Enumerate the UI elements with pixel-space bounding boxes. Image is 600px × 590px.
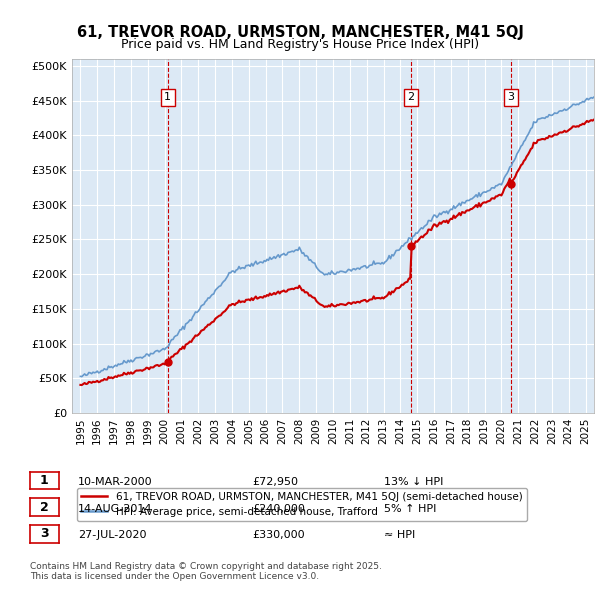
Text: 3: 3: [40, 527, 49, 540]
Text: ≈ HPI: ≈ HPI: [384, 530, 415, 540]
Text: £330,000: £330,000: [252, 530, 305, 540]
Text: 2: 2: [40, 500, 49, 514]
Text: 2: 2: [407, 92, 415, 102]
Text: 3: 3: [508, 92, 514, 102]
Legend: 61, TREVOR ROAD, URMSTON, MANCHESTER, M41 5QJ (semi-detached house), HPI: Averag: 61, TREVOR ROAD, URMSTON, MANCHESTER, M4…: [77, 487, 527, 521]
Text: 1: 1: [164, 92, 172, 102]
Text: 14-AUG-2014: 14-AUG-2014: [78, 504, 152, 514]
Text: 5% ↑ HPI: 5% ↑ HPI: [384, 504, 436, 514]
Text: £72,950: £72,950: [252, 477, 298, 487]
Text: 27-JUL-2020: 27-JUL-2020: [78, 530, 146, 540]
Text: 13% ↓ HPI: 13% ↓ HPI: [384, 477, 443, 487]
Text: Contains HM Land Registry data © Crown copyright and database right 2025.
This d: Contains HM Land Registry data © Crown c…: [30, 562, 382, 581]
Text: 10-MAR-2000: 10-MAR-2000: [78, 477, 152, 487]
Text: Price paid vs. HM Land Registry's House Price Index (HPI): Price paid vs. HM Land Registry's House …: [121, 38, 479, 51]
Text: 1: 1: [40, 474, 49, 487]
Text: 61, TREVOR ROAD, URMSTON, MANCHESTER, M41 5QJ: 61, TREVOR ROAD, URMSTON, MANCHESTER, M4…: [77, 25, 523, 40]
Text: £240,000: £240,000: [252, 504, 305, 514]
